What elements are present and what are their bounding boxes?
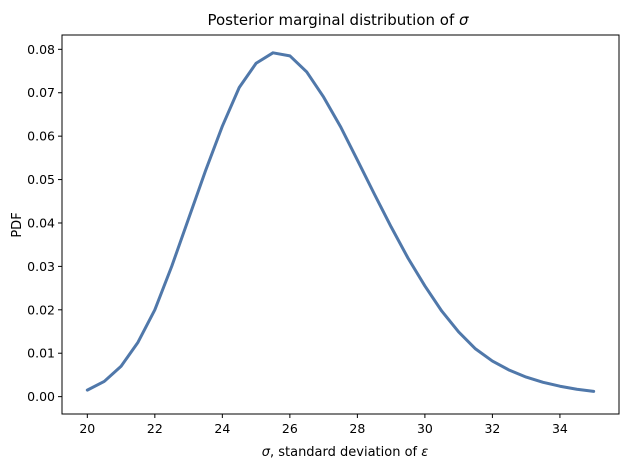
y-tick-label: 0.01	[27, 346, 55, 361]
y-axis-label: PDF	[10, 212, 25, 237]
y-tick-label: 0.08	[27, 42, 55, 57]
series-layer	[85, 51, 596, 393]
x-tick-label: 26	[282, 421, 298, 436]
x-axis-label: σ, standard deviation of ε	[262, 445, 429, 460]
x-tick-label: 34	[552, 421, 568, 436]
x-tick-label: 20	[79, 421, 95, 436]
y-axis-ticks: 0.00 0.01 0.02 0.03 0.04 0.05 0.06 0.07 0.08	[27, 42, 62, 404]
chart-title-text: Posterior marginal distribution of	[207, 11, 459, 29]
x-tick-label: 32	[484, 421, 500, 436]
x-axis-ticks: 20 22 24 26 28 30 32 34	[79, 414, 568, 436]
y-tick-label: 0.05	[27, 172, 55, 187]
y-tick-label: 0.07	[27, 85, 55, 100]
chart-title-sigma: σ	[459, 11, 469, 29]
x-tick-label: 22	[147, 421, 163, 436]
y-tick-label: 0.02	[27, 302, 55, 317]
x-tick-label: 30	[417, 421, 433, 436]
y-tick-label: 0.00	[27, 389, 55, 404]
x-tick-label: 24	[214, 421, 230, 436]
y-tick-label: 0.06	[27, 129, 55, 144]
y-tick-label: 0.04	[27, 215, 55, 230]
series-line-0	[85, 51, 596, 393]
x-tick-label: 28	[349, 421, 365, 436]
x-axis-label-text: , standard deviation of	[270, 445, 421, 460]
chart-title: Posterior marginal distribution of σ	[207, 11, 469, 29]
x-axis-label-epsilon: ε	[421, 445, 428, 460]
y-tick-label: 0.03	[27, 259, 55, 274]
axes-frame	[61, 34, 620, 415]
x-axis-label-sigma: σ	[262, 445, 271, 460]
plot-area	[61, 34, 620, 415]
